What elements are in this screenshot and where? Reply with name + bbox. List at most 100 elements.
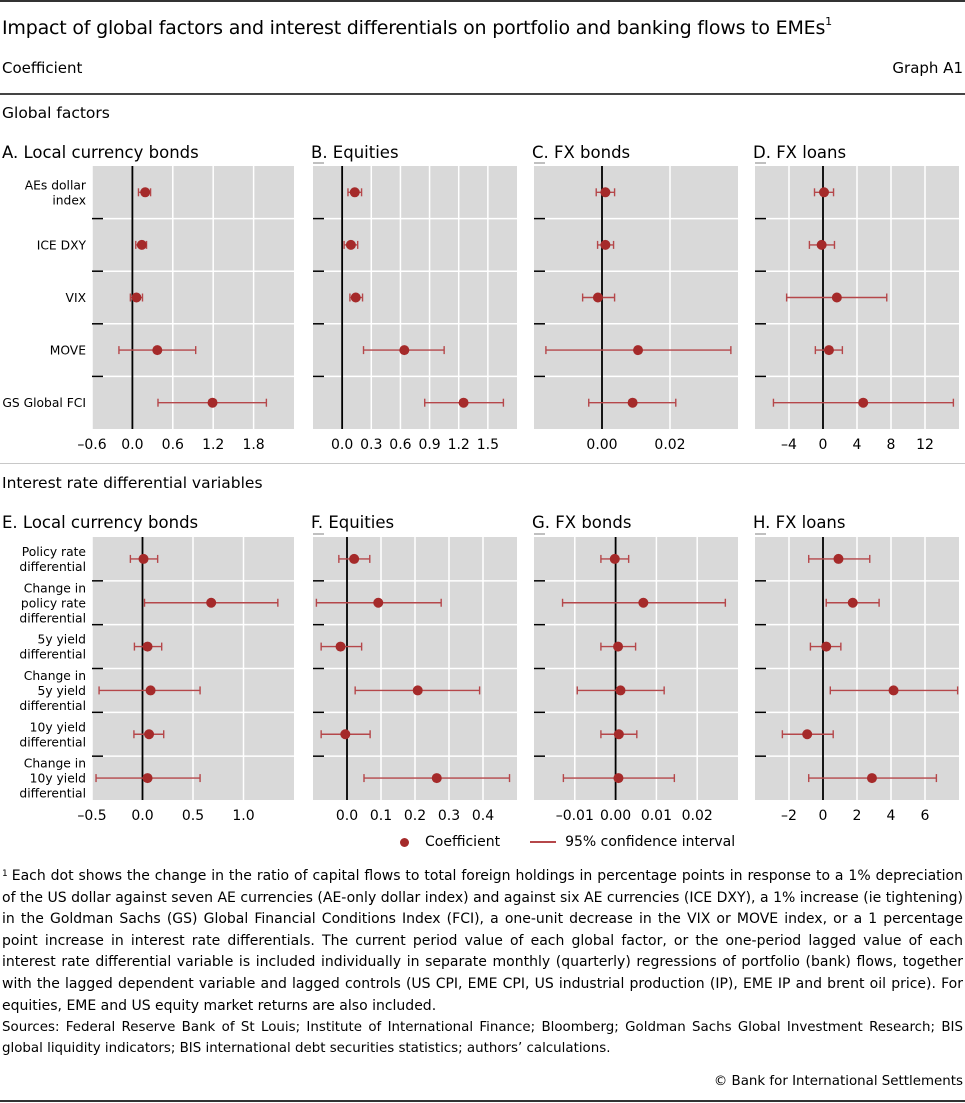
coefficient-dot	[399, 345, 410, 356]
graph-id: Graph A1	[892, 59, 963, 77]
x-tick-label: 0.0	[336, 808, 358, 824]
coefficient-dot	[431, 773, 442, 784]
coefficient-dot	[627, 397, 638, 408]
x-tick-label: 0.01	[641, 808, 672, 824]
x-tick-label: 0.1	[370, 808, 392, 824]
coefficient-dot	[600, 187, 611, 198]
coefficient-dot	[858, 397, 869, 408]
coefficient-dot	[615, 685, 626, 696]
x-tick-label: 0.0	[121, 437, 143, 453]
panel-title: A. Local currency bonds	[2, 143, 199, 162]
coefficient-dot	[866, 773, 877, 784]
x-tick-label: 8	[887, 437, 896, 453]
coefficient-dot	[131, 292, 142, 303]
category-label: Change in	[24, 669, 86, 683]
panel-title: E. Local currency bonds	[2, 513, 198, 532]
bottom-rule	[0, 1100, 965, 1102]
x-tick-label: 0.5	[182, 808, 204, 824]
coefficient-dot	[458, 397, 469, 408]
category-label: differential	[19, 611, 86, 625]
coefficient-dot	[412, 685, 423, 696]
category-label: differential	[19, 648, 86, 662]
panel-title: B. Equities	[311, 143, 399, 162]
legend-coefficient-label: Coefficient	[425, 834, 501, 850]
coefficient-dot	[600, 239, 611, 250]
x-tick-label: 0.4	[472, 808, 494, 824]
x-tick-label: –0.5	[77, 808, 106, 824]
coefficient-dot	[335, 641, 346, 652]
coefficient-dot	[138, 553, 149, 564]
x-tick-label: 1.8	[242, 437, 264, 453]
x-tick-label: 0.6	[162, 437, 184, 453]
category-label: differential	[19, 735, 86, 749]
x-tick-label: 4	[853, 437, 862, 453]
section-interest-rate-differentials: Interest rate differential variables	[2, 474, 263, 492]
x-tick-label: –4	[781, 437, 797, 453]
x-tick-label: 12	[916, 437, 934, 453]
category-label: MOVE	[50, 344, 86, 358]
coefficient-dot	[821, 641, 832, 652]
plot-background	[92, 166, 294, 429]
coefficient-dot	[823, 345, 834, 356]
sources-note: Sources: Federal Reserve Bank of St Loui…	[2, 1020, 963, 1056]
category-label: 5y yield	[38, 633, 87, 647]
category-label: index	[52, 193, 86, 207]
coefficient-dot	[345, 239, 356, 250]
coefficient-dot	[142, 641, 153, 652]
x-tick-label: 0.3	[438, 808, 460, 824]
x-tick-label: 0.0	[331, 437, 353, 453]
category-label: Change in	[24, 581, 86, 595]
coefficient-dot	[207, 397, 218, 408]
x-tick-label: –0.6	[77, 437, 106, 453]
category-label: GS Global FCI	[2, 396, 86, 410]
x-tick-label: 0.9	[418, 437, 440, 453]
category-label: 10y yield	[30, 720, 86, 734]
x-tick-label: 0	[819, 808, 828, 824]
category-label: Change in	[24, 757, 86, 771]
category-label: differential	[19, 699, 86, 713]
category-label: 10y yield	[30, 772, 86, 786]
category-label: differential	[19, 560, 86, 574]
coefficient-dot	[144, 729, 155, 740]
coefficient-dot	[633, 345, 644, 356]
coefficient-dot	[831, 292, 842, 303]
plot-background	[534, 166, 738, 429]
panel-title: H. FX loans	[753, 513, 846, 532]
plot-background	[313, 166, 517, 429]
chart-subtitle: Coefficient	[2, 59, 83, 77]
category-label: VIX	[66, 291, 87, 305]
x-tick-label: 0.00	[600, 808, 631, 824]
footnote-text: Each dot shows the change in the ratio o…	[2, 868, 963, 1014]
category-label: AEs dollar	[25, 178, 87, 192]
charts-canvas: A. Local currency bonds –0.6 0.0 0.6 1.2 1.8 A…	[2, 143, 959, 824]
coefficient-dot	[373, 597, 384, 608]
panel-title: D. FX loans	[753, 143, 846, 162]
legend-ci-label: 95% confidence interval	[565, 834, 736, 850]
coefficient-dot	[142, 773, 153, 784]
x-tick-label: 0.02	[682, 808, 713, 824]
coefficient-dot	[816, 239, 827, 250]
chart-title: Impact of global factors and interest di…	[2, 15, 832, 39]
x-tick-label: –0.01	[556, 808, 594, 824]
x-tick-label: 1.2	[448, 437, 470, 453]
x-tick-label: 0.3	[360, 437, 382, 453]
x-tick-label: 6	[921, 808, 930, 824]
x-tick-label: 1.2	[202, 437, 224, 453]
coefficient-dot	[802, 729, 813, 740]
coefficient-dot	[847, 597, 858, 608]
x-tick-label: 1.5	[477, 437, 499, 453]
coefficient-dot	[833, 553, 844, 564]
x-tick-label: 0.0	[131, 808, 153, 824]
legend-coefficient-marker	[400, 837, 409, 847]
legend: Coefficient 95% confidence interval	[400, 834, 735, 850]
top-rule	[0, 0, 965, 2]
x-tick-label: 1.0	[232, 808, 254, 824]
footnote-marker: 1	[2, 869, 8, 879]
x-tick-label: 0.6	[389, 437, 411, 453]
legend-ci-line	[530, 841, 557, 843]
panel-title: G. FX bonds	[532, 513, 631, 532]
x-tick-label: 4	[887, 808, 896, 824]
coefficient-dot	[613, 773, 624, 784]
footnote: 1 Each dot shows the change in the ratio …	[2, 866, 963, 1017]
category-label: 5y yield	[38, 684, 87, 698]
